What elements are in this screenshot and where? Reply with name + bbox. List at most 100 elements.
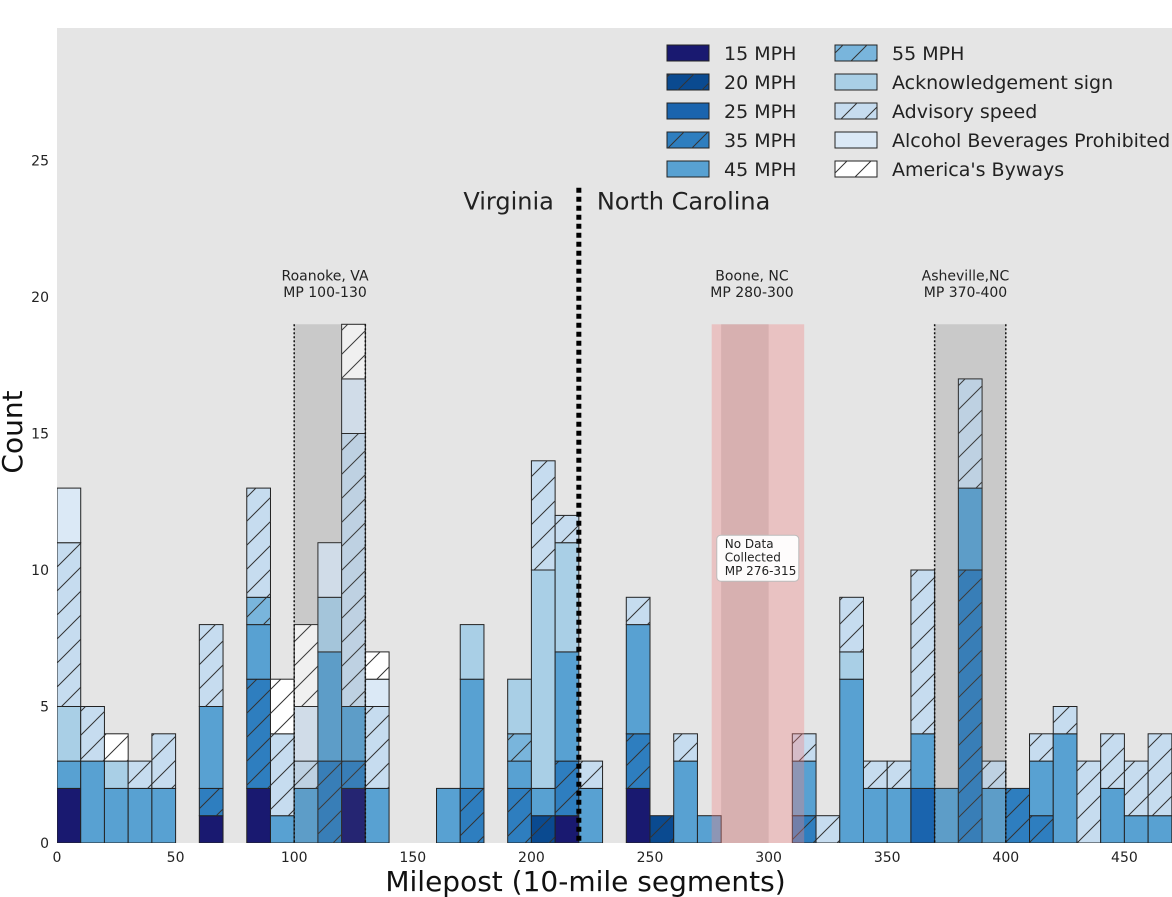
bar-segment-hatch — [1053, 706, 1077, 734]
city-label-range-1: MP 280-300 — [710, 285, 793, 301]
legend-label: 55 MPH — [892, 43, 964, 65]
bar-segment-hatch — [460, 788, 484, 843]
bar-segment-hatch — [1076, 761, 1101, 843]
bar-segment-hatch — [555, 761, 579, 816]
city-label-name-2: Asheville,NC — [922, 269, 1010, 285]
bar-segment-hatch — [507, 788, 532, 843]
bar-segment — [246, 787, 271, 843]
bar-segment-hatch — [910, 570, 935, 734]
bar-segment-hatch — [246, 597, 271, 625]
bar-segment — [578, 787, 604, 843]
bar-segment-hatch — [246, 488, 271, 598]
legend-label: America's Byways — [892, 159, 1064, 181]
bar-segment-hatch — [199, 624, 224, 707]
no-data-text-2: MP 276-315 — [725, 564, 797, 578]
y-tick-label: 20 — [31, 290, 49, 306]
bar-segment-hatch — [128, 761, 152, 789]
bar-segment-hatch — [199, 788, 224, 816]
bar-segment — [507, 760, 532, 789]
bar-segment — [839, 651, 864, 680]
bar-segment-hatch — [365, 651, 390, 680]
bar-segment — [910, 733, 936, 789]
bar-segment — [673, 760, 698, 843]
x-tick-label: 450 — [1111, 850, 1138, 866]
city-band-overlay-1 — [721, 324, 769, 843]
bar-segment — [436, 787, 461, 843]
legend-swatch-hatch — [835, 45, 877, 61]
bar-segment — [1029, 760, 1054, 817]
bar-segment — [862, 787, 888, 843]
y-tick-label: 0 — [40, 836, 49, 852]
bar-segment-hatch — [578, 761, 603, 789]
bar-segment-hatch — [246, 679, 271, 789]
legend-label: Acknowledgement sign — [892, 72, 1113, 94]
legend-swatch — [666, 44, 710, 62]
y-tick-label: 5 — [40, 700, 49, 716]
legend-swatch — [834, 131, 878, 149]
bar-segment — [127, 787, 153, 843]
bar-segment — [103, 760, 129, 789]
bar-segment-hatch — [1124, 761, 1149, 816]
bar-segment — [1052, 733, 1078, 843]
bar-segment-hatch — [1148, 733, 1172, 816]
bar-segment — [507, 678, 532, 735]
legend-swatch-hatch — [835, 161, 877, 177]
legend-label: 45 MPH — [724, 159, 796, 181]
bar-segment — [57, 487, 82, 544]
bar-segment — [57, 787, 82, 843]
bar-segment-hatch — [792, 733, 817, 762]
bar-segment-hatch — [1029, 733, 1054, 762]
city-label-name-1: Boone, NC — [715, 269, 789, 285]
bar-segment — [246, 624, 271, 680]
city-label-range-2: MP 370-400 — [924, 285, 1007, 301]
bar-segment — [554, 542, 580, 653]
x-tick-label: 300 — [755, 850, 782, 866]
bar-segment-hatch — [294, 624, 318, 707]
bar-segment-hatch — [816, 815, 840, 843]
bar-segment-hatch — [294, 761, 318, 789]
bar-segment — [1147, 815, 1172, 843]
bar-segment-hatch — [1029, 815, 1054, 843]
bar-segment-hatch — [673, 733, 698, 762]
bar-segment — [1100, 787, 1125, 843]
bar-segment-hatch — [887, 761, 911, 789]
city-label-name-0: Roanoke, VA — [282, 269, 369, 285]
legend-swatch-hatch — [667, 74, 709, 90]
bar-segment-hatch — [958, 378, 983, 489]
bar-segment-hatch — [626, 597, 650, 625]
bar-segment — [198, 706, 224, 789]
x-axis-label: Milepost (10-mile segments) — [385, 865, 785, 897]
bar-segment-hatch — [341, 433, 366, 707]
bar-segment — [459, 678, 485, 789]
legend-label: 25 MPH — [724, 101, 796, 123]
bar-segment-hatch — [341, 761, 366, 789]
no-data-text-1: Collected — [725, 551, 781, 565]
legend-swatch — [834, 73, 878, 91]
bar-segment-hatch — [1100, 733, 1125, 789]
y-tick-label: 10 — [31, 563, 49, 579]
bar-segment — [554, 815, 580, 843]
bar-segment — [269, 815, 295, 843]
bar-segment — [839, 678, 864, 843]
bar-segment-hatch — [531, 815, 556, 843]
bar-segment-hatch — [982, 761, 1006, 789]
bar-segment-hatch — [863, 761, 888, 789]
bar-segment — [459, 624, 485, 680]
no-data-band — [711, 324, 805, 843]
x-tick-label: 150 — [399, 850, 426, 866]
bar-segment — [696, 815, 722, 843]
bar-segment-hatch — [80, 706, 105, 762]
x-tick-label: 50 — [167, 850, 185, 866]
city-band-1 — [721, 324, 769, 843]
state-label-left: Virginia — [463, 188, 554, 216]
city-label-range-0: MP 100-130 — [283, 285, 366, 301]
x-tick-label: 0 — [53, 850, 62, 866]
city-band-overlay-2 — [934, 324, 1006, 843]
no-data-box — [716, 534, 800, 582]
legend-label: Alcohol Beverages Prohibited — [892, 130, 1170, 152]
no-data-text-0: No Data — [725, 537, 774, 551]
bar-segment-hatch — [270, 733, 295, 816]
y-tick-label: 25 — [31, 154, 49, 170]
bar-segment-hatch — [650, 815, 674, 843]
legend-label: 20 MPH — [724, 72, 796, 94]
